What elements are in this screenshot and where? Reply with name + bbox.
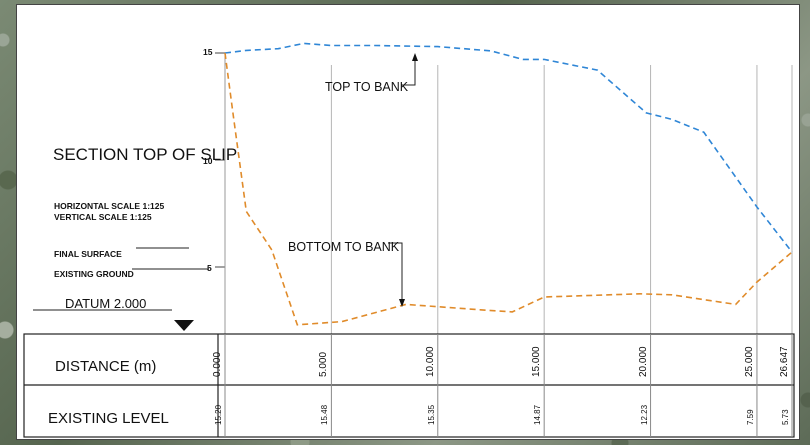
distance-row-label: DISTANCE (m) xyxy=(55,358,157,375)
distance-value: 0.000 xyxy=(212,351,223,377)
existing-level-value: 15.20 xyxy=(214,404,223,425)
section-chart xyxy=(23,42,795,438)
drawing-sheet: SECTION TOP OF SLIP HORIZONTAL SCALE 1:1… xyxy=(16,4,800,440)
existing-level-value: 5.73 xyxy=(781,409,790,425)
legend-final-surface: FINAL SURFACE xyxy=(54,249,122,259)
distance-value: 10.000 xyxy=(424,346,436,377)
distance-value: 25.000 xyxy=(743,346,755,377)
existing-level-row-label: EXISTING LEVEL xyxy=(48,410,169,427)
existing-level-value: 14.87 xyxy=(533,404,543,425)
distance-value: 5.000 xyxy=(318,351,330,377)
distance-value: 20.000 xyxy=(637,346,649,377)
bottom-to-bank-label: BOTTOM TO BANK xyxy=(288,240,400,254)
bottom-to-bank-series xyxy=(224,52,793,326)
existing-level-value: 7.59 xyxy=(745,409,755,425)
datum-triangle-icon xyxy=(174,320,194,331)
y-tick-label: 10 xyxy=(203,156,213,166)
existing-level-value: 15.35 xyxy=(426,404,436,425)
bottom-bank-arrow-icon xyxy=(399,299,405,307)
datum-label: DATUM 2.000 xyxy=(65,296,147,311)
top-bank-leader xyxy=(401,57,416,86)
top-bank-arrow-icon xyxy=(412,53,418,61)
top-to-bank-series xyxy=(224,42,793,253)
bottom-bank-leader xyxy=(388,242,403,303)
y-tick-label: 15 xyxy=(203,47,213,57)
existing-level-value: 12.23 xyxy=(639,404,649,425)
existing-level-value: 15.48 xyxy=(320,404,330,425)
section-title: SECTION TOP OF SLIP xyxy=(53,145,238,164)
distance-value: 15.000 xyxy=(531,346,543,377)
legend-existing-ground: EXISTING GROUND xyxy=(54,269,134,279)
y-tick-label: 5 xyxy=(207,263,212,273)
horizontal-scale: HORIZONTAL SCALE 1:125 xyxy=(54,201,165,211)
vertical-scale: VERTICAL SCALE 1:125 xyxy=(54,212,152,222)
distance-value: 26.647 xyxy=(779,346,790,377)
top-to-bank-label: TOP TO BANK xyxy=(325,80,409,94)
